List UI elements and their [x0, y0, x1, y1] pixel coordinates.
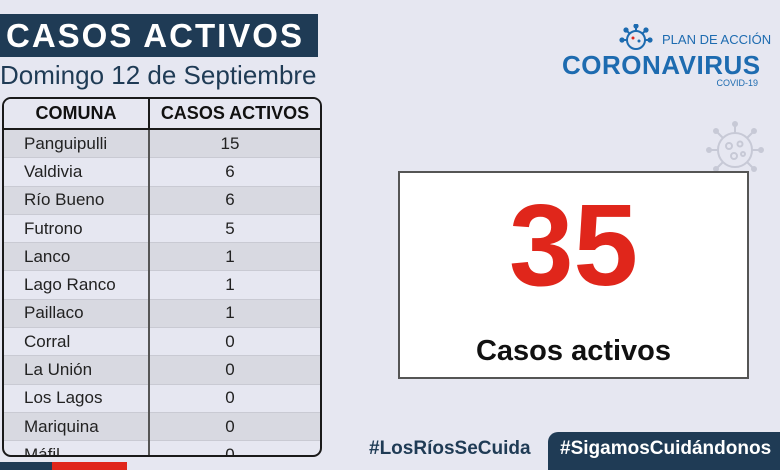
- table-header-row: COMUNA CASOS ACTIVOS: [4, 99, 320, 130]
- table-row: Futrono 5: [4, 214, 320, 244]
- comuna-cell: Lago Ranco: [4, 270, 150, 300]
- table-row: Máfil 0: [4, 440, 320, 457]
- comuna-cell: Panguipulli: [4, 129, 150, 159]
- table-row: Lanco 1: [4, 242, 320, 272]
- logo-main-text: CORONAVIRUS: [562, 50, 761, 80]
- casos-cell: 1: [149, 270, 320, 300]
- table-row: Lago Ranco 1: [4, 270, 320, 300]
- comuna-cell: Río Bueno: [4, 186, 150, 215]
- casos-cell: 6: [149, 157, 320, 187]
- table-row: Los Lagos 0: [4, 384, 320, 413]
- comuna-cell: Valdivia: [4, 157, 150, 187]
- casos-cell: 0: [149, 412, 320, 442]
- total-cases-number: 35: [508, 180, 639, 310]
- comuna-cell: Futrono: [4, 214, 150, 244]
- comuna-cell: Máfil: [4, 440, 150, 455]
- comuna-cell: Paillaco: [4, 299, 150, 329]
- column-header-casos: CASOS ACTIVOS: [149, 99, 320, 130]
- virus-icon: [619, 24, 653, 50]
- hashtag-los-rios: #LosRíosSeCuida: [369, 438, 531, 459]
- comuna-cell: La Unión: [4, 355, 150, 385]
- casos-cell: 5: [149, 214, 320, 244]
- comuna-cell: Los Lagos: [4, 384, 150, 413]
- flag-blue-segment: [0, 462, 52, 470]
- page-title: CASOS ACTIVOS: [0, 14, 318, 57]
- report-date: Domingo 12 de Septiembre: [0, 60, 317, 90]
- comuna-cell: Mariquina: [4, 412, 150, 442]
- column-header-comuna: COMUNA: [4, 99, 150, 130]
- casos-cell: 0: [225, 444, 235, 457]
- casos-cell: 0: [149, 327, 320, 357]
- casos-cell: 0: [149, 355, 320, 385]
- flag-red-segment: [52, 462, 127, 470]
- casos-cell: 1: [149, 299, 320, 329]
- comuna-cell: Lanco: [4, 242, 150, 272]
- comuna-cell: Corral: [4, 327, 150, 357]
- casos-cell: 0: [149, 384, 320, 413]
- table-row: Corral 0: [4, 327, 320, 357]
- table-row: Paillaco 1: [4, 299, 320, 329]
- table-row: La Unión 0: [4, 355, 320, 385]
- logo-plan-text: PLAN DE ACCIÓN: [662, 32, 772, 47]
- table-row: Mariquina 0: [4, 412, 320, 442]
- table-row: Valdivia 6: [4, 157, 320, 187]
- table-row: Río Bueno 6: [4, 186, 320, 215]
- casos-cell: 1: [149, 242, 320, 272]
- decorative-virus-icon: [706, 121, 764, 172]
- logo-covid-text: COVID-19: [716, 78, 758, 88]
- flag-strip: [0, 462, 127, 470]
- hashtag-sigamos: #SigamosCuidándonos: [548, 432, 780, 470]
- total-cases-box: 35 Casos activos: [398, 171, 749, 379]
- table-row: Panguipulli 15: [4, 129, 320, 159]
- coronavirus-logo: PLAN DE ACCIÓN CORONAVIRUS COVID-19: [560, 24, 772, 94]
- total-cases-label: Casos activos: [475, 335, 672, 367]
- casos-cell: 6: [149, 186, 320, 215]
- cases-table: COMUNA CASOS ACTIVOS Panguipulli 15 Vald…: [2, 97, 322, 457]
- casos-cell: 15: [149, 129, 320, 159]
